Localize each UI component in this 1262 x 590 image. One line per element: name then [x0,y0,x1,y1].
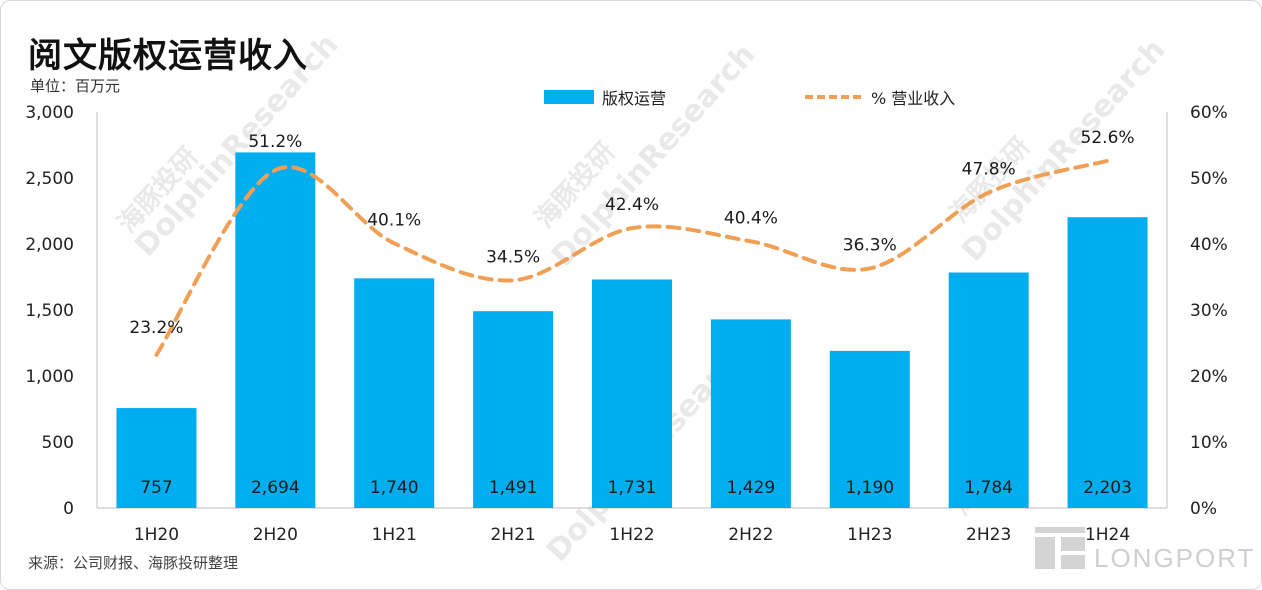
line-data-label: 52.6% [1081,128,1135,148]
x-tick-label: 1H23 [847,525,892,545]
bar-data-label: 2,694 [251,478,300,498]
legend-line-label: % 营业收入 [871,89,956,108]
x-tick-label: 1H24 [1085,525,1130,545]
bar-data-label: 1,429 [727,478,776,498]
y-left-tick-label: 2,500 [25,169,74,189]
x-tick-label: 2H21 [490,525,535,545]
bar [829,350,910,508]
y-left-tick-label: 0 [63,499,74,519]
line-data-label: 23.2% [129,318,183,338]
legend-item-bar: 版权运营 [544,85,666,109]
bar [592,279,672,508]
bar-data-label: 1,491 [489,478,538,498]
x-tick-label: 1H22 [609,525,654,545]
y-left-tick-label: 500 [42,433,74,453]
bar [116,408,197,508]
bar-data-label: 1,784 [964,478,1013,498]
x-tick-label: 2H20 [253,525,298,545]
line-data-label: 40.1% [367,210,421,230]
bar-data-label: 1,731 [608,478,657,498]
source-note: 来源：公司财报、海豚投研整理 [28,554,239,572]
y-left-tick-label: 2,000 [25,235,74,255]
bar-data-label: 757 [140,478,172,498]
chart-title: 阅文版权运营收入 [28,36,308,76]
bar-data-label: 1,740 [370,478,419,498]
bar-data-label: 1,190 [845,478,894,498]
bar [354,278,435,508]
y-right-tick-label: 60% [1190,103,1228,123]
bar-data-label: 2,203 [1083,478,1132,498]
line-data-label: 42.4% [605,195,659,215]
y-right-tick-label: 20% [1190,367,1228,387]
x-tick-label: 1H20 [134,525,179,545]
legend-item-line: % 营业收入 [805,85,955,109]
line-data-label: 34.5% [486,247,540,267]
line-data-label: 40.4% [724,208,778,228]
y-left-tick-label: 1,500 [25,301,74,321]
unit-label: 单位：百万元 [30,77,121,95]
series-line-pct-revenue [154,158,1110,357]
brand-logo-text: LONGPORT [1094,543,1256,573]
bar [473,311,554,508]
y-right-tick-label: 40% [1190,235,1228,255]
line-data-label: 36.3% [843,235,897,255]
y-right-tick-label: 30% [1190,301,1228,321]
legend-bar-swatch [544,90,594,104]
line-data-label: 47.8% [962,160,1016,180]
line-data-label: 51.2% [248,132,302,152]
y-right-tick-label: 0% [1190,499,1217,519]
y-right-tick-label: 10% [1190,433,1228,453]
x-tick-label: 2H22 [728,525,773,545]
legend-line-swatch [805,95,861,99]
y-left-tick-label: 3,000 [25,103,74,123]
bar [710,319,791,508]
longport-logo-icon [1035,527,1085,569]
y-right-tick-label: 50% [1190,169,1228,189]
bar [235,152,316,508]
bar [1067,217,1148,509]
legend-bar-label: 版权运营 [602,89,667,108]
x-tick-label: 1H21 [372,525,417,545]
x-tick-label: 2H23 [966,525,1011,545]
bar [948,272,1029,508]
y-left-tick-label: 1,000 [25,367,74,387]
